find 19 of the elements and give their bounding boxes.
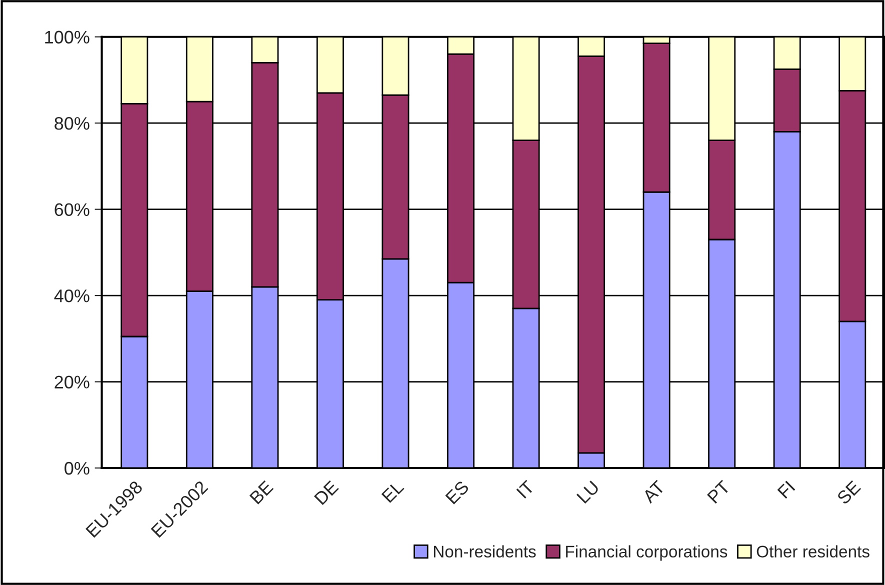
y-tick-label: 60% — [54, 203, 90, 216]
x-tick-label: DE — [314, 480, 339, 506]
legend-label: Financial corporations — [566, 545, 728, 561]
x-tick-label: BE — [249, 480, 274, 504]
legend-label: Other residents — [756, 545, 870, 558]
y-tick-label: 0% — [64, 462, 90, 475]
y-tick-label: 40% — [54, 289, 90, 302]
x-tick-label: FI — [777, 480, 796, 499]
y-tick-label: 80% — [54, 117, 90, 130]
legend-label: Non-residents — [434, 545, 536, 558]
x-tick-label: EL — [381, 480, 404, 503]
y-tick-label: 100% — [45, 30, 90, 44]
x-tick-label: ES — [445, 480, 470, 504]
y-tick-label: 20% — [54, 376, 90, 388]
x-tick-label: IT — [516, 480, 535, 499]
x-tick-label: AT — [642, 480, 666, 504]
x-tick-label: SE — [836, 480, 862, 505]
x-tick-label: PT — [707, 480, 731, 504]
x-tick-label: LU — [576, 480, 600, 504]
